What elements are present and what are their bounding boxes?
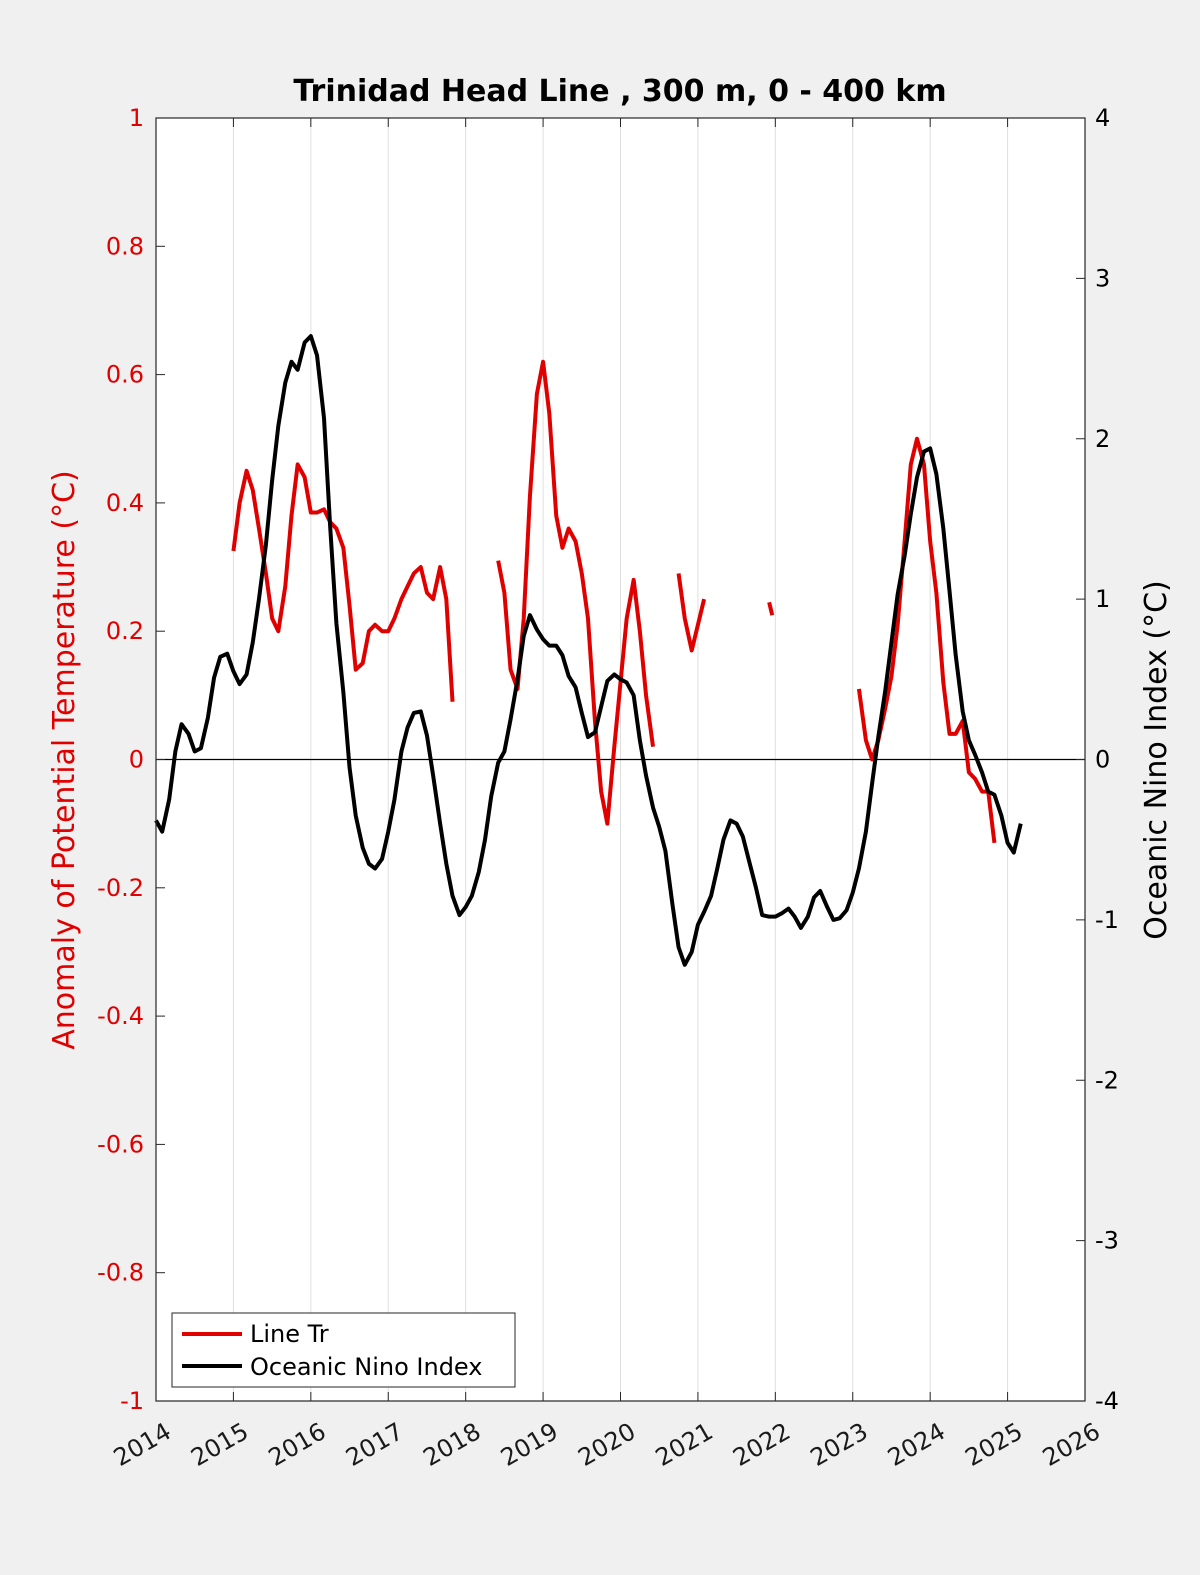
y-left-tick-label: 0 [129,746,144,774]
y-left-tick-label: 0.6 [106,361,144,389]
y-left-tick-label: 0.4 [106,489,144,517]
y-left-tick-label: 0.8 [106,232,144,260]
y-right-tick-label: 2 [1095,425,1110,453]
y-right-tick-label: -3 [1095,1227,1119,1255]
y-left-tick-label: -0.4 [97,1002,144,1030]
series-layer [154,334,1023,967]
chart-title: Trinidad Head Line , 300 m, 0 - 400 km [293,74,946,109]
y-right-tick-label: -2 [1095,1066,1119,1094]
series-line-tr-segment-3 [767,601,775,616]
legend-label-line-tr: Line Tr [250,1320,329,1348]
y-right-tick-label: 1 [1095,585,1110,613]
y-left-tick-label: 0.2 [106,617,144,645]
y-left-tick-label: -0.6 [97,1130,144,1158]
y-axis-right-label: Oceanic Nino Index (°C) [1139,580,1174,940]
series-oni-segment-0 [154,334,1023,967]
y-axis-left-label: Anomaly of Potential Temperature (°C) [47,470,82,1049]
legend-label-oni: Oceanic Nino Index [250,1353,482,1381]
y-left-tick-label: 1 [129,104,144,132]
y-right-tick-label: 0 [1095,746,1110,774]
series-line-tr-segment-2 [676,573,707,653]
y-left-tick-label: -0.2 [97,874,144,902]
legend-box [171,1312,516,1388]
y-right-tick-label: -4 [1095,1387,1119,1415]
series-line-tr-segment-0 [231,462,455,702]
y-right-tick-label: -1 [1095,906,1119,934]
y-left-tick-label: -0.8 [97,1259,144,1287]
y-right-tick-label: 4 [1095,104,1110,132]
y-right-tick-label: 3 [1095,264,1110,292]
legend: Line Tr Oceanic Nino Index [171,1312,516,1388]
series-line-tr-segment-1 [496,359,656,826]
y-left-tick-label: -1 [120,1387,144,1415]
